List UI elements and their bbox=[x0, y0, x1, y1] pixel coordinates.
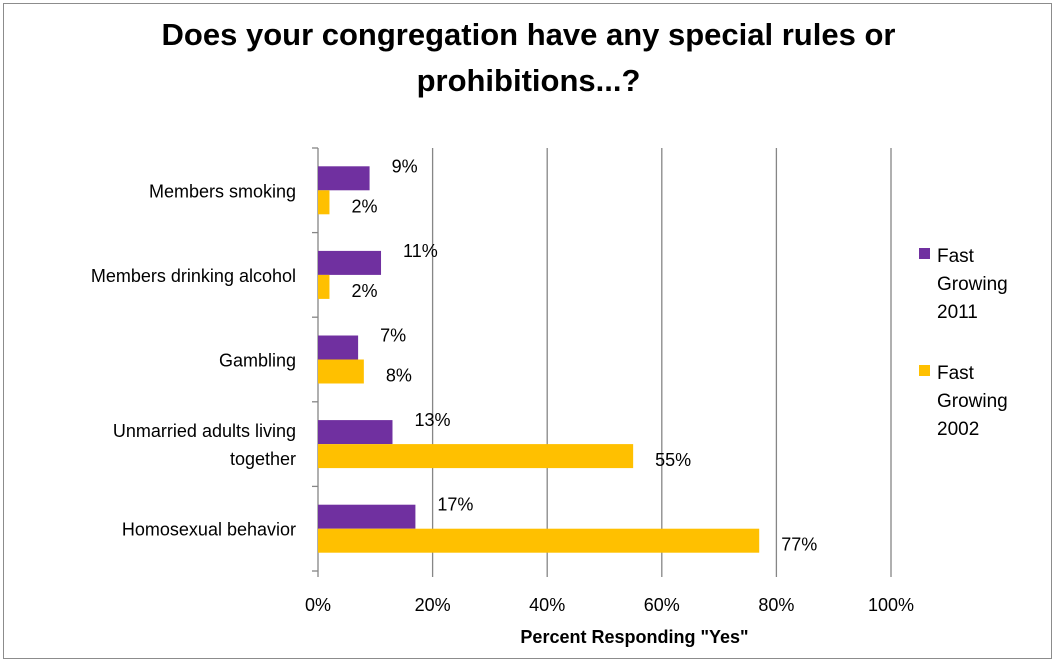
chart-title-line-2: prohibitions...? bbox=[416, 63, 641, 98]
chart-title: Does your congregation have any special … bbox=[0, 12, 1057, 104]
x-tick-label: 80% bbox=[758, 595, 794, 615]
data-label: 7% bbox=[380, 326, 406, 346]
data-label: 11% bbox=[403, 241, 438, 261]
category-label: Homosexual behavior bbox=[122, 520, 296, 540]
bar bbox=[318, 359, 364, 384]
category-label: Gambling bbox=[219, 351, 296, 371]
bar bbox=[318, 420, 393, 445]
data-label: 17% bbox=[437, 495, 473, 515]
legend-label: Fast bbox=[937, 246, 975, 267]
x-tick-label: 20% bbox=[415, 595, 451, 615]
data-label: 2% bbox=[351, 196, 377, 216]
bar bbox=[318, 166, 370, 191]
category-label: Unmarried adults living bbox=[113, 421, 296, 441]
bar bbox=[318, 528, 760, 553]
data-label: 8% bbox=[386, 366, 412, 386]
data-label: 9% bbox=[392, 156, 418, 176]
data-label: 2% bbox=[351, 281, 377, 301]
x-tick-label: 100% bbox=[868, 595, 914, 615]
category-label: together bbox=[230, 449, 296, 469]
legend-label: 2011 bbox=[937, 302, 978, 323]
legend-label: Fast bbox=[937, 363, 975, 384]
data-label: 77% bbox=[781, 535, 817, 555]
chart-title-line-1: Does your congregation have any special … bbox=[161, 17, 896, 52]
legend-label: Growing bbox=[937, 391, 1008, 412]
x-axis-title: Percent Responding "Yes" bbox=[520, 627, 748, 647]
x-tick-label: 60% bbox=[644, 595, 680, 615]
bar bbox=[318, 274, 330, 299]
bar bbox=[318, 250, 382, 275]
legend-label: Growing bbox=[937, 274, 1008, 295]
data-label: 13% bbox=[414, 410, 450, 430]
legend-label: 2002 bbox=[937, 419, 979, 440]
x-tick-label: 0% bbox=[305, 595, 331, 615]
x-tick-label: 40% bbox=[529, 595, 565, 615]
data-label: 55% bbox=[655, 450, 691, 470]
bar bbox=[318, 190, 330, 215]
bar bbox=[318, 504, 416, 529]
legend-swatch bbox=[919, 365, 930, 376]
category-label: Members drinking alcohol bbox=[91, 266, 296, 286]
bar bbox=[318, 444, 634, 469]
legend-swatch bbox=[919, 248, 930, 259]
bar bbox=[318, 335, 359, 360]
category-label: Members smoking bbox=[149, 181, 296, 201]
